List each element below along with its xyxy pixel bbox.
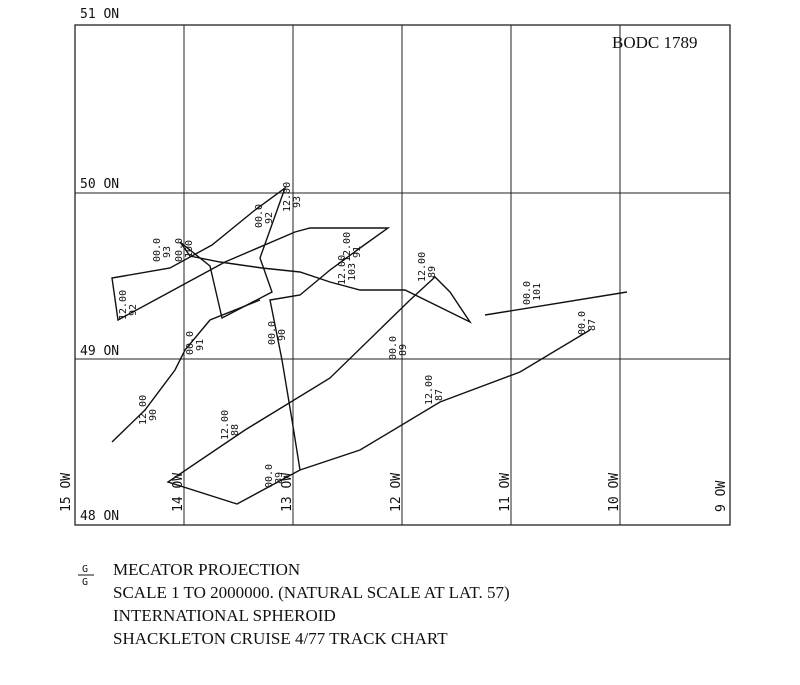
track-time: 12.00 [118,290,129,320]
track-day: 87 [434,389,445,401]
footer-line: INTERNATIONAL SPHEROID [113,606,336,625]
latitude-label: 51 ON [80,7,119,22]
track-time: 12.00 [282,182,293,212]
symbol-top: G [82,564,88,575]
track-day: 89 [398,344,409,356]
track-day: 100 [184,240,195,258]
longitude-label: 9 OW [714,481,729,512]
track-time: 12.00 [138,395,149,425]
track-day: 91 [195,339,206,351]
footer-line: SHACKLETON CRUISE 4/77 TRACK CHART [113,629,448,648]
longitude-label: 11 OW [498,473,513,512]
footer-line: MECATOR PROJECTION [113,560,300,579]
longitude-label: 12 OW [389,473,404,512]
track-time: 00.0 [254,204,265,228]
track-time: 12.00 [337,255,348,285]
longitude-label: 15 OW [59,473,74,512]
track-day: 90 [277,329,288,341]
track-day: 93 [162,246,173,258]
track-time: 00.0 [388,336,399,360]
track-time: 00.0 [264,464,275,488]
track-time: 00.0 [522,281,533,305]
track-time: 00.0 [152,238,163,262]
track-day: 91 [352,246,363,258]
track-day: 101 [532,283,543,301]
track-day: 88 [230,424,241,436]
track-day: 93 [292,196,303,208]
track-day: 90 [148,409,159,421]
symbol-bottom: G [82,577,88,588]
cruise-track [111,186,628,505]
longitude-label: 14 OW [171,473,186,512]
track-day: 92 [264,212,275,224]
longitude-label: 10 OW [607,473,622,512]
archive-label: BODC 1789 [612,33,697,52]
track-day: 103 [347,263,358,281]
track-time: 00.0 [577,311,588,335]
track-time: 12.00 [417,252,428,282]
graticule [75,25,730,525]
legend-symbol: G G [78,564,94,588]
track-day: 89 [427,266,438,278]
footer-line: SCALE 1 TO 2000000. (NATURAL SCALE AT LA… [113,583,510,602]
track-time: 00.0 [174,238,185,262]
track-time: 00.0 [185,331,196,355]
latitude-label: 50 ON [80,177,119,192]
track-day: 87 [587,319,598,331]
latitude-label: 49 ON [80,344,119,359]
track-time: 12.00 [220,410,231,440]
track-time: 00.0 [267,321,278,345]
track-time: 12.00 [424,375,435,405]
longitude-label: 13 OW [280,473,295,512]
latitude-label: 48 ON [80,509,119,524]
track-day: 89 [274,472,285,484]
track-time: 12.00 [342,232,353,262]
track-day: 92 [128,304,139,316]
